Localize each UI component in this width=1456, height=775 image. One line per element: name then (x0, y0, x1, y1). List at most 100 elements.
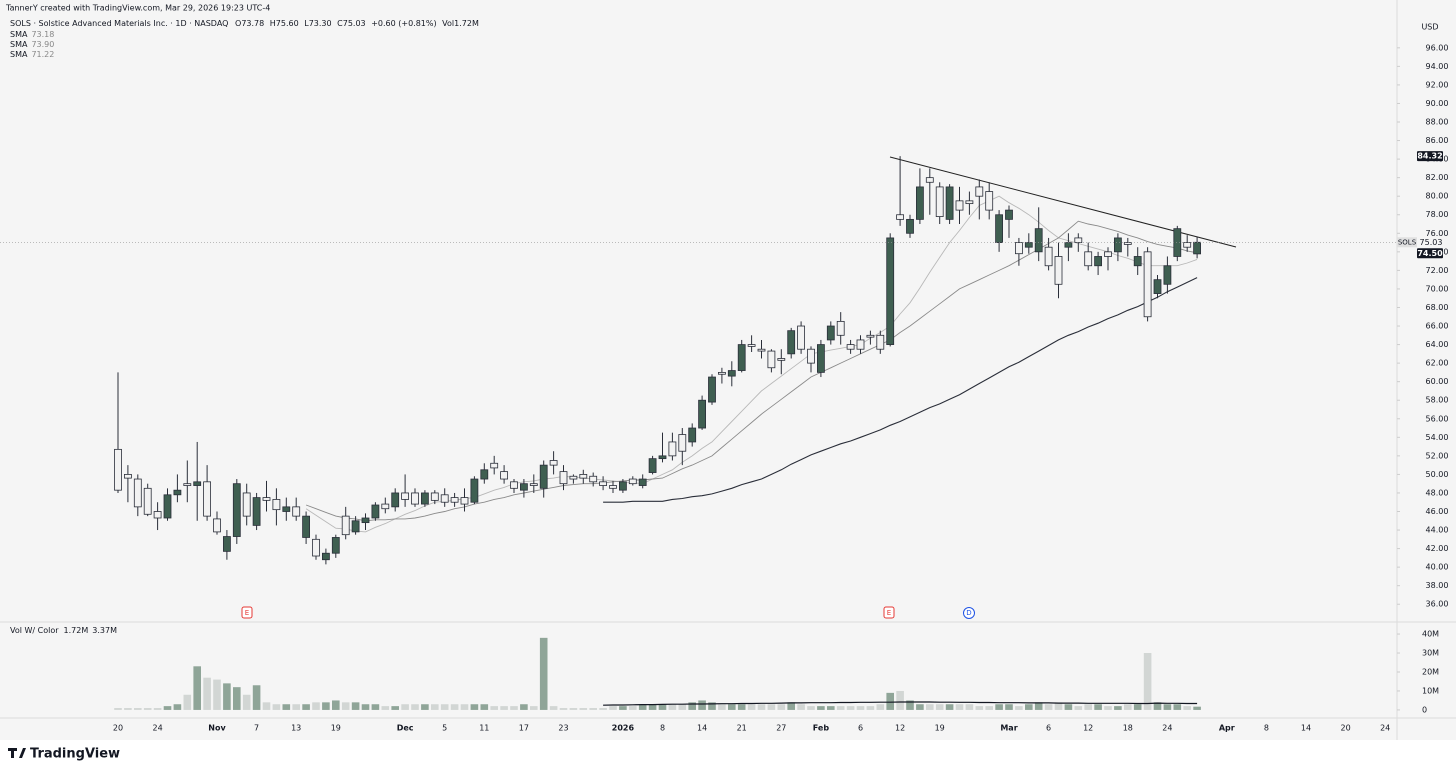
candle-body (143, 487, 152, 515)
x-tick-label: 7 (254, 724, 259, 733)
candle (737, 339, 746, 373)
candle-body (351, 520, 360, 533)
candle (1183, 235, 1192, 252)
candle (124, 465, 132, 503)
volume-bar (737, 704, 746, 710)
candle (896, 156, 904, 226)
x-tick-label: Dec (397, 724, 414, 733)
y-tick-label: 68.00 (1426, 303, 1449, 312)
volume-bar (728, 704, 736, 710)
volume-bar (648, 704, 657, 710)
volume-bar (856, 706, 865, 710)
candle (757, 339, 766, 359)
candle-body (896, 214, 904, 220)
logo: TradingView (8, 747, 120, 762)
volume-bar (935, 704, 944, 710)
candle (321, 548, 330, 565)
candle-body (331, 537, 340, 554)
y-tick-label: 58.00 (1426, 396, 1449, 405)
candle (569, 474, 578, 484)
candle (331, 534, 340, 558)
header: TannerY created with TradingView.com, Ma… (5, 4, 270, 13)
candle (886, 233, 895, 347)
candle (638, 474, 647, 489)
volume-bar (926, 704, 934, 710)
volume-bar (460, 704, 469, 710)
candle (579, 469, 588, 484)
candle (539, 460, 548, 498)
candle (668, 432, 677, 461)
candle-body (203, 481, 212, 517)
logo-icon (8, 748, 26, 758)
volume-bar (262, 702, 271, 710)
sma-name: SMA (10, 50, 28, 59)
sma-name: SMA (10, 40, 28, 49)
candle-body (302, 515, 311, 538)
candle-body (628, 478, 637, 485)
candle (856, 335, 865, 354)
volume-tick-label: 30M (1422, 649, 1439, 658)
candle (965, 191, 974, 215)
volume-bar (975, 706, 984, 710)
candle-body (727, 370, 736, 377)
candle-body (569, 475, 578, 480)
x-tick-label: 23 (558, 724, 568, 733)
candle (1114, 233, 1122, 262)
price-tag (1397, 237, 1417, 248)
x-tick-label: 8 (1264, 724, 1269, 733)
ohlc: L73.30 (304, 19, 331, 28)
candle-body (292, 506, 301, 517)
candle-body (341, 515, 350, 536)
candle-body (1015, 242, 1023, 255)
candle-body (658, 455, 667, 460)
candle-body (777, 358, 786, 361)
volume-bar (322, 702, 330, 710)
volume-bar (530, 706, 538, 710)
x-tick-label: 24 (1380, 724, 1390, 733)
symbol-title: SOLS · Solstice Advanced Materials Inc. … (10, 19, 228, 28)
candle (935, 182, 944, 225)
volume-bar (1124, 704, 1132, 710)
candle-body (490, 462, 499, 469)
candle (450, 492, 459, 507)
y-tick-label: 86.00 (1426, 136, 1449, 145)
candle (213, 511, 221, 535)
volume-bar (341, 702, 350, 710)
price-marker-label: 84.32 (1417, 152, 1442, 161)
volume-bar (1034, 702, 1043, 710)
volume-bar (846, 706, 855, 710)
volume-bar (708, 702, 716, 710)
candle-body (638, 478, 647, 486)
candle-body (381, 503, 390, 510)
y-tick-label: 50.00 (1426, 470, 1449, 479)
candle (391, 488, 400, 512)
y-tick-label: 64.00 (1426, 340, 1449, 349)
volume-bar (173, 704, 182, 710)
candle-body (1133, 256, 1142, 267)
sma-name: SMA (10, 30, 28, 39)
candle-body (737, 344, 746, 371)
x-tick-label: 20 (113, 724, 123, 733)
candle-body (797, 325, 805, 350)
candle (341, 506, 350, 540)
candle-body (767, 350, 776, 369)
candle (420, 490, 429, 507)
volume-bar (629, 706, 637, 710)
sma-value: 73.90 (31, 40, 54, 49)
volume-bar (450, 704, 459, 710)
candle (836, 312, 845, 345)
candle (411, 488, 419, 507)
y-tick-label: 48.00 (1426, 488, 1449, 497)
logo-text: TradingView (30, 747, 120, 762)
candle-body (708, 376, 716, 403)
candle-body (242, 492, 251, 517)
volume-bar (658, 704, 667, 710)
volume-bar (599, 708, 607, 710)
volume-bar (777, 704, 786, 710)
candle (678, 428, 687, 466)
candle-body (925, 177, 934, 183)
x-tick-label: 18 (1123, 724, 1133, 733)
candle-body (222, 536, 231, 552)
candle (767, 349, 776, 373)
